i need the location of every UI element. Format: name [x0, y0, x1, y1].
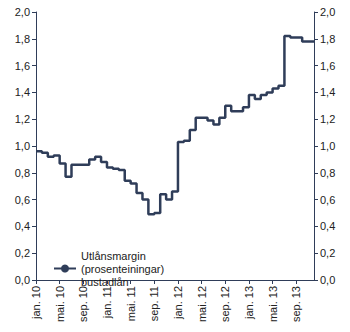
svg-text:1,4: 1,4 [15, 86, 30, 98]
svg-text:0,8: 0,8 [15, 167, 30, 179]
svg-text:jan. 11: jan. 11 [101, 286, 113, 319]
svg-text:1,0: 1,0 [320, 140, 335, 152]
svg-text:sep. 12: sep. 12 [219, 286, 231, 322]
svg-text:Utlånsmargin: Utlånsmargin [81, 250, 149, 262]
svg-text:mai. 13: mai. 13 [267, 286, 279, 322]
svg-text:1,8: 1,8 [15, 33, 30, 45]
svg-text:jan. 12: jan. 12 [172, 286, 184, 320]
svg-text:bustadlån: bustadlån [81, 276, 129, 288]
svg-text:0,2: 0,2 [320, 247, 335, 259]
svg-text:0,0: 0,0 [320, 274, 335, 286]
svg-text:1,4: 1,4 [320, 86, 335, 98]
svg-text:2,0: 2,0 [15, 6, 30, 18]
svg-text:1,6: 1,6 [15, 60, 30, 72]
svg-text:0,2: 0,2 [15, 247, 30, 259]
svg-text:0,6: 0,6 [15, 194, 30, 206]
svg-text:jan. 10: jan. 10 [30, 286, 42, 320]
svg-text:mai. 11: mai. 11 [125, 286, 137, 321]
svg-text:0,6: 0,6 [320, 194, 335, 206]
svg-text:mai. 12: mai. 12 [196, 286, 208, 322]
svg-text:sep. 10: sep. 10 [77, 286, 89, 322]
svg-text:1,8: 1,8 [320, 33, 335, 45]
svg-text:sep. 11: sep. 11 [148, 286, 160, 321]
svg-text:1,2: 1,2 [15, 113, 30, 125]
svg-text:1,2: 1,2 [320, 113, 335, 125]
svg-text:mai. 10: mai. 10 [54, 286, 66, 322]
svg-text:2,0: 2,0 [320, 6, 335, 18]
svg-text:0,4: 0,4 [320, 220, 335, 232]
svg-text:sep. 13: sep. 13 [290, 286, 302, 322]
svg-text:jan. 13: jan. 13 [243, 286, 255, 320]
svg-text:0,0: 0,0 [15, 274, 30, 286]
svg-text:1,0: 1,0 [15, 140, 30, 152]
svg-text:1,6: 1,6 [320, 60, 335, 72]
svg-text:(prosenteiningar): (prosenteiningar) [81, 263, 167, 275]
svg-text:0,4: 0,4 [15, 220, 30, 232]
svg-text:0,8: 0,8 [320, 167, 335, 179]
